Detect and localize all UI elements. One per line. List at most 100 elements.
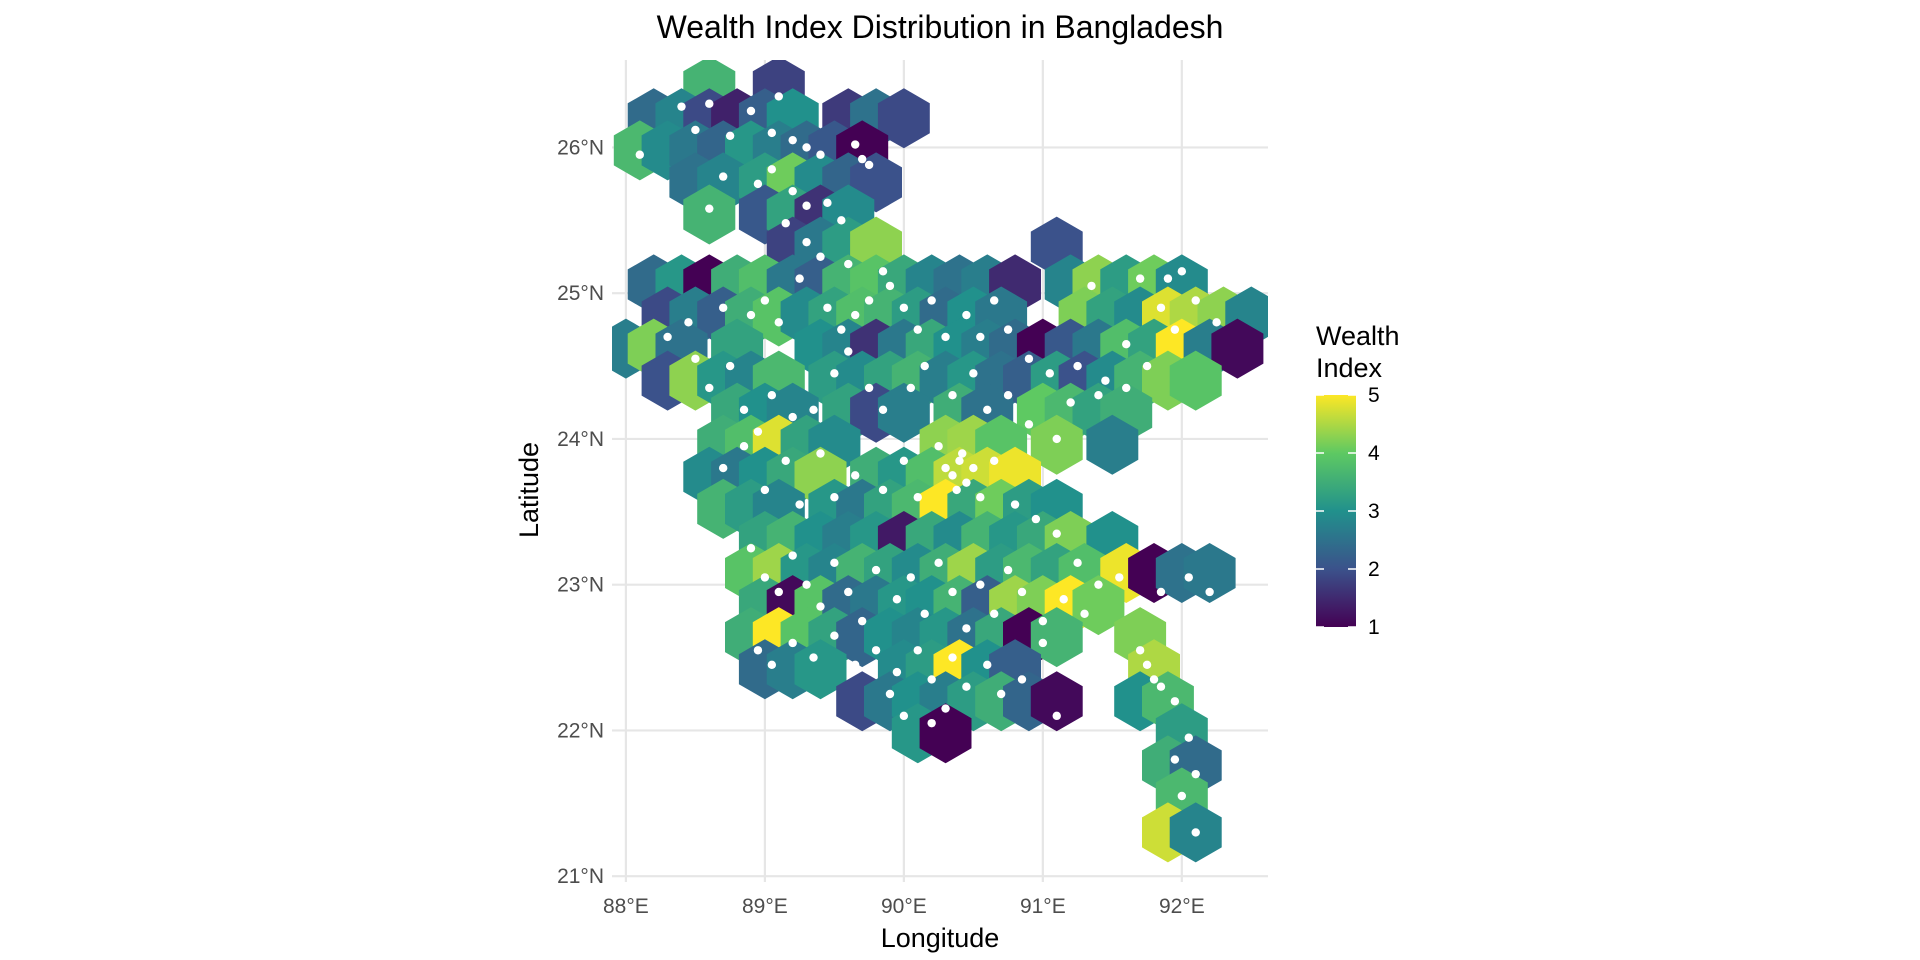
survey-point [983,405,992,414]
hex-bin [1072,575,1125,636]
survey-point [1135,274,1145,283]
hex-bin [1030,671,1083,732]
survey-point [1115,573,1124,582]
survey-point [1052,434,1061,444]
survey-point [1156,587,1166,597]
survey-point [739,442,749,451]
survey-point [788,551,797,560]
survey-point [1024,354,1034,363]
survey-point [1087,281,1096,291]
survey-point [837,216,846,225]
survey-point [1052,711,1061,721]
survey-point [767,165,777,174]
survey-point [927,296,936,305]
survey-point [857,154,867,164]
survey-point [760,296,770,305]
survey-point [1205,587,1214,597]
survey-point [760,485,770,495]
survey-point [1191,828,1200,837]
survey-point [906,573,916,582]
survey-point [851,660,860,670]
survey-point [788,186,797,196]
survey-point [774,587,783,597]
survey-point [962,624,971,633]
survey-point [1066,398,1075,407]
hex-bin [877,382,930,443]
survey-point [1170,697,1180,706]
survey-points [635,92,1221,837]
survey-point [830,558,839,568]
survey-point [816,150,825,159]
survey-point [955,456,964,465]
survey-point [948,391,957,400]
survey-point [1191,296,1200,305]
survey-point [1038,616,1048,626]
survey-point [746,310,756,320]
survey-point [864,160,874,170]
survey-point [864,296,874,305]
survey-point [788,412,797,422]
survey-point [774,318,783,327]
survey-point [795,274,804,283]
survey-point [760,573,770,582]
y-tick-label: 26°N [557,136,604,159]
survey-point [948,471,957,480]
survey-point [809,653,818,662]
survey-point [927,718,936,728]
survey-point [844,347,853,356]
survey-point [1045,369,1054,378]
survey-point [1156,682,1166,691]
survey-point [1017,587,1027,597]
x-axis-ticks: 88°E 89°E 90°E 91°E 92°E [603,895,1205,918]
survey-point [718,463,728,473]
survey-point [746,544,756,553]
survey-point [969,369,978,378]
survey-point [1177,791,1187,801]
hex-bins [612,60,1268,863]
survey-point [899,456,909,465]
y-axis-title: Latitude [514,442,544,538]
survey-point [1212,318,1221,327]
survey-point [913,646,922,655]
survey-point [691,354,700,363]
survey-point [705,204,714,213]
hex-bin [1030,414,1083,475]
survey-point [823,198,832,208]
survey-point [990,296,999,305]
survey-point [844,587,853,597]
survey-point [816,449,825,458]
survey-point [781,456,790,465]
survey-point [1122,340,1131,349]
survey-point [878,405,888,414]
hex-bin [850,216,902,277]
x-tick-label: 92°E [1159,895,1205,918]
survey-point [1142,660,1152,670]
survey-point [739,405,749,414]
legend-tick-label: 4 [1368,442,1380,465]
legend-tick-label: 5 [1368,384,1380,407]
survey-point [1191,769,1200,779]
x-tick-label: 89°E [742,895,788,918]
survey-point [802,580,811,589]
survey-point [976,332,985,342]
survey-point [941,332,950,342]
survey-point [802,201,811,210]
survey-point [767,391,777,400]
survey-point [802,143,811,152]
survey-point [1122,383,1131,393]
survey-point [774,92,783,101]
survey-point [941,704,950,713]
survey-point [1149,675,1159,684]
survey-point [788,638,797,648]
survey-point [934,442,943,451]
survey-point [809,405,818,414]
survey-point [962,310,971,320]
survey-point [1003,565,1013,575]
survey-point [913,325,922,334]
survey-point [990,609,999,619]
survey-point [816,252,825,261]
survey-point [934,558,943,568]
survey-point [892,595,902,604]
survey-point [1156,303,1166,312]
